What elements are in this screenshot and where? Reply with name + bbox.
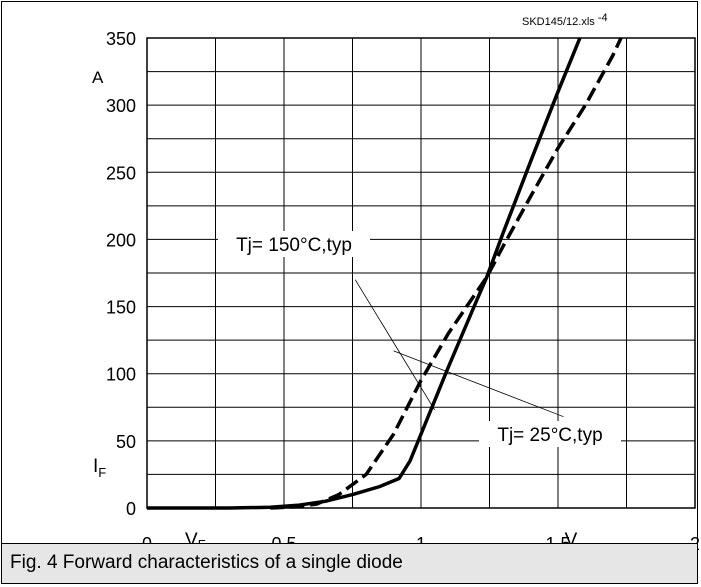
annotation-label: Tj= 25°C,typ [497,425,602,446]
annotation-pointer-line [354,279,436,411]
y-tick-label: 50 [116,432,136,452]
y-tick-label: 150 [106,298,136,318]
y-tick-label: 250 [106,163,136,183]
annotation-box [479,421,621,447]
plot-border [146,37,696,509]
y-axis-symbol-subscript: F [98,465,106,480]
file-label-superscript: -4 [598,12,608,24]
series-line-dashed [270,37,623,510]
series-line-solid [147,37,582,510]
y-axis-symbol: IF [93,456,106,480]
caption-bar: Fig. 4 Forward characteristics of a sing… [2,543,697,583]
y-tick-label: 300 [106,96,136,116]
y-tick-label: 200 [106,230,136,250]
annotation-pointer-line [393,350,564,418]
y-tick-label: 350 [106,29,136,49]
file-label: SKD145/12.xls -4 [522,12,608,28]
annotation-label: Tj= 150°C,typ [236,235,352,256]
annotation-box [218,231,370,257]
y-axis-unit: A [92,68,104,87]
figure-caption: Fig. 4 Forward characteristics of a sing… [10,552,403,573]
y-tick-label: 100 [106,365,136,385]
y-tick-label: 0 [126,499,136,519]
